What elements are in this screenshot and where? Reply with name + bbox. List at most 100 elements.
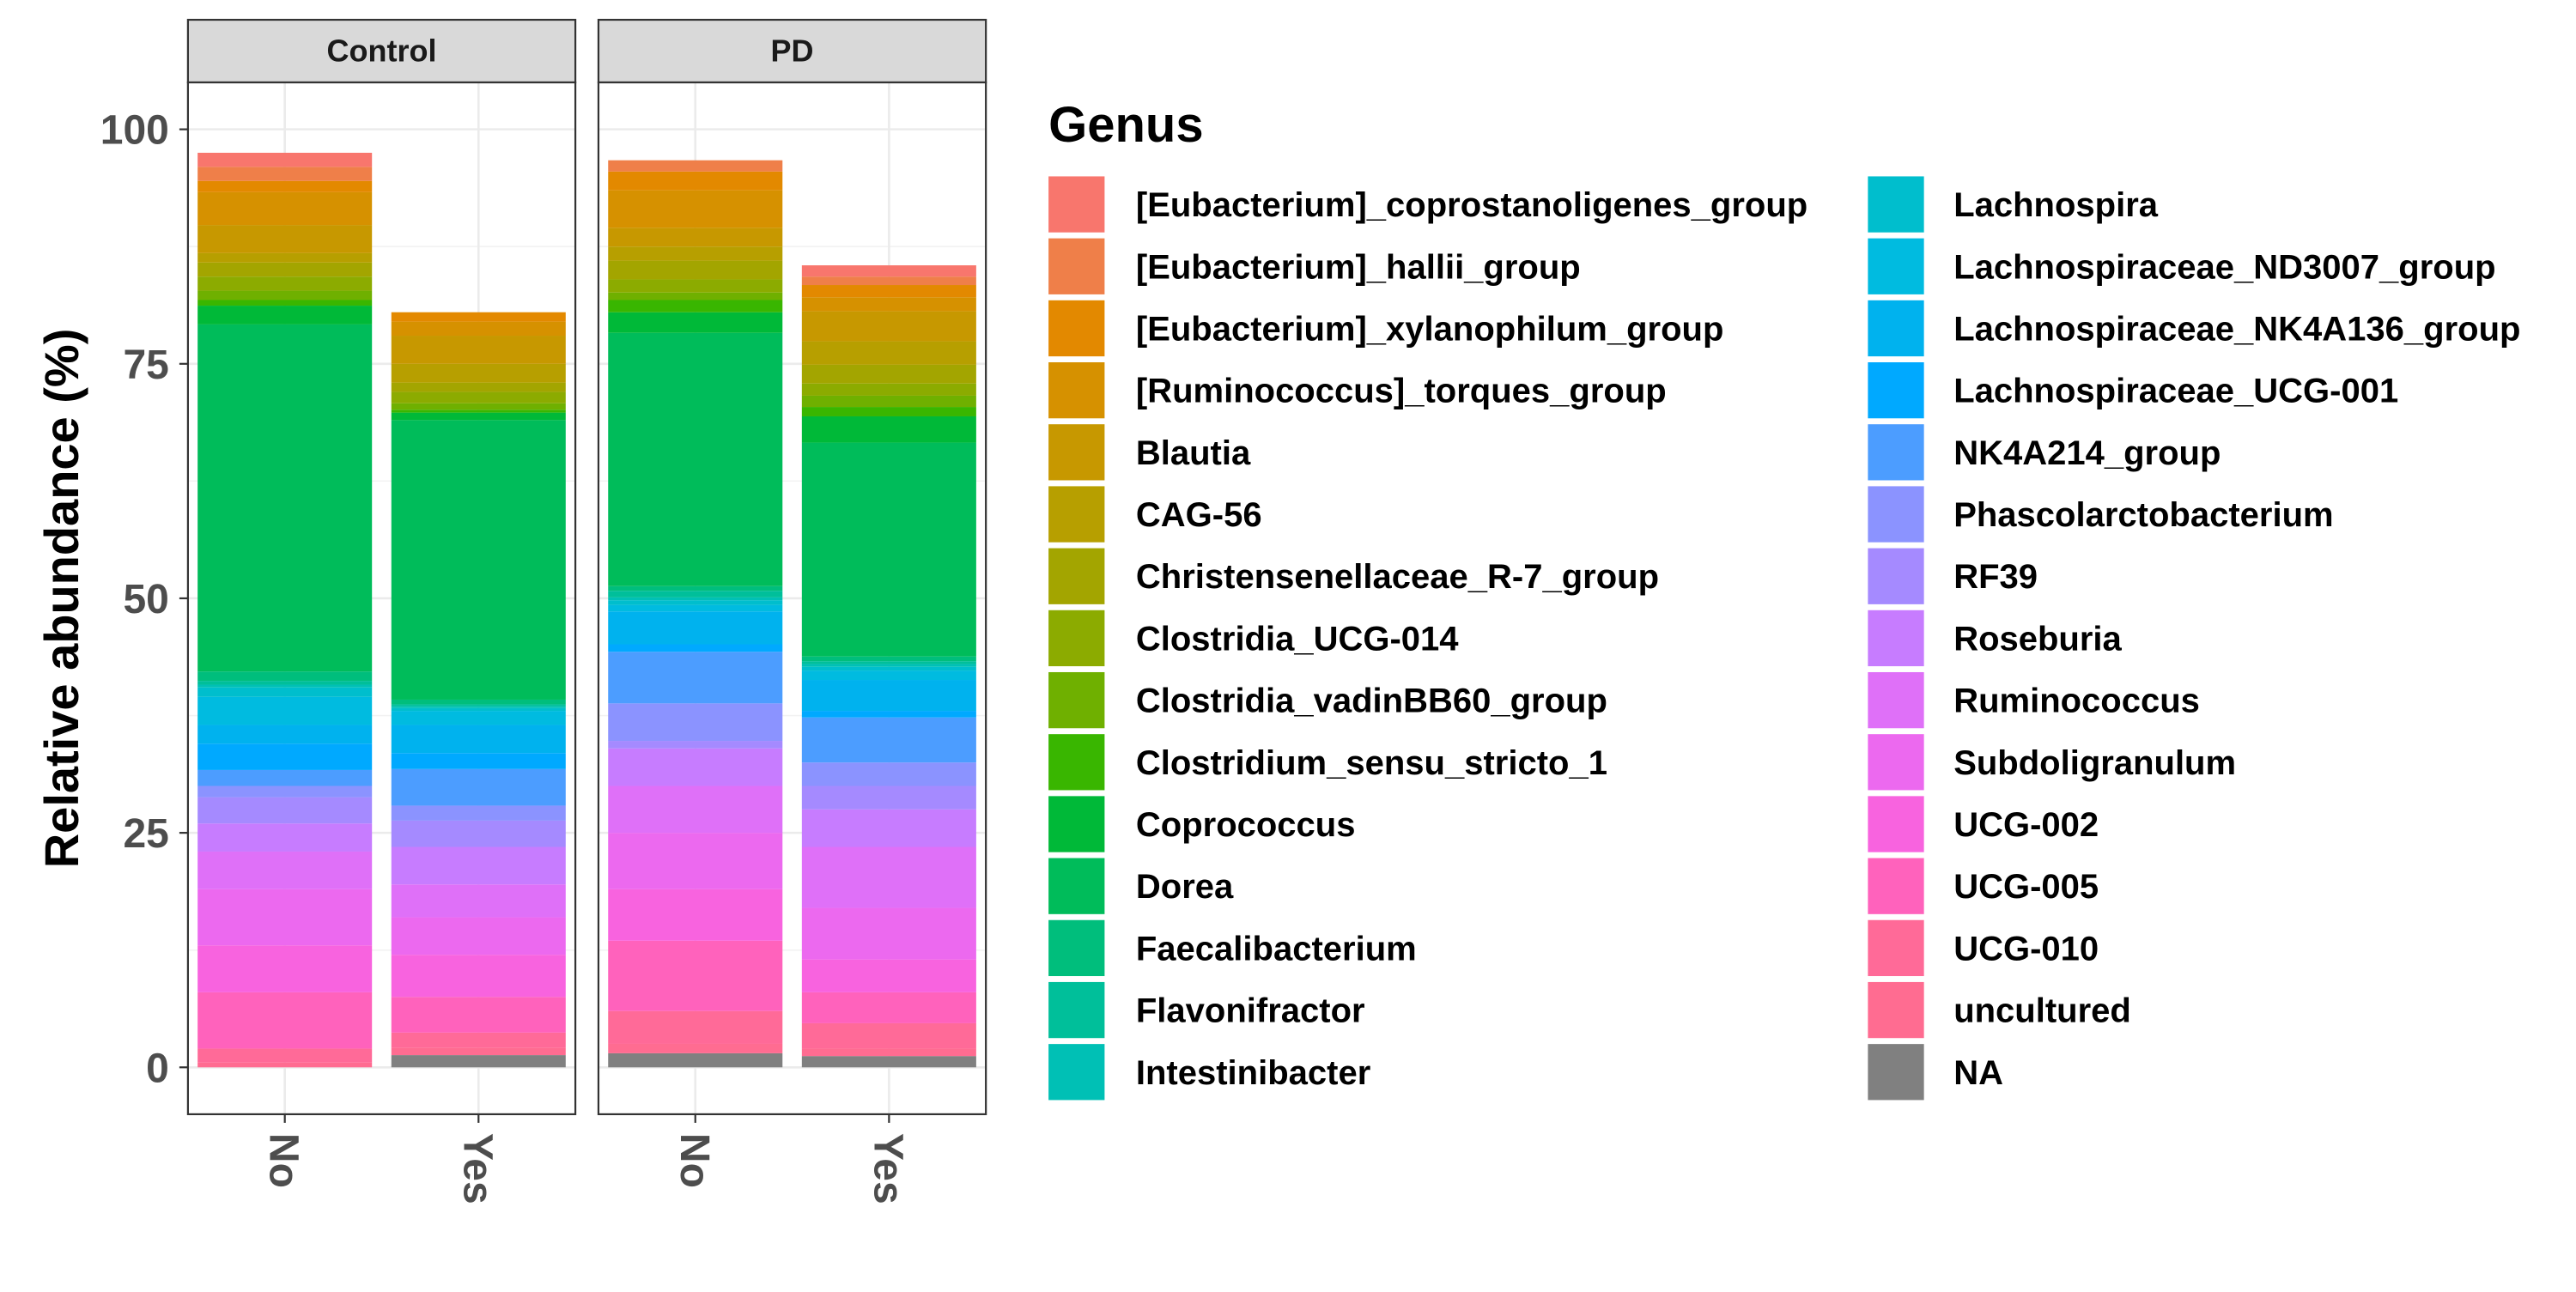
bar-segment — [608, 260, 783, 280]
legend-item: Coprococcus — [1048, 796, 1355, 852]
bar-segment — [197, 167, 373, 181]
panel-border — [597, 81, 987, 1116]
legend-item: [Eubacterium]_hallii_group — [1048, 238, 1581, 294]
facet-strip-label: PD — [771, 33, 814, 69]
legend-item: Blautia — [1048, 424, 1251, 481]
bar-segment — [197, 823, 373, 852]
bar-segment — [801, 1056, 976, 1068]
legend-item: Ruminococcus — [1868, 671, 2200, 729]
x-tick-label: Yes — [454, 1133, 500, 1204]
legend-label: Dorea — [1136, 868, 1234, 906]
legend-key — [1868, 238, 1924, 294]
legend-label: Subdoligranulum — [1953, 744, 2236, 782]
bar-segment — [391, 1047, 566, 1056]
legend-key — [1048, 796, 1105, 852]
bar-segment — [801, 442, 976, 657]
bar-segment — [608, 246, 783, 261]
bar-segment — [608, 292, 783, 300]
bar-segment — [608, 279, 783, 293]
legend-label: CAG-56 — [1136, 496, 1262, 534]
bar-segment — [391, 1032, 566, 1048]
legend-item: [Eubacterium]_xylanophilum_group — [1048, 300, 1723, 357]
legend-label: UCG-005 — [1953, 868, 2099, 906]
bar-segment — [608, 227, 783, 247]
bar-segment — [801, 809, 976, 847]
bar-segment — [391, 725, 566, 754]
bar-segment — [391, 312, 566, 322]
legend-label: [Ruminococcus]_torques_group — [1136, 373, 1667, 410]
bar-segment — [801, 265, 976, 277]
legend-label: Clostridia_UCG-014 — [1136, 620, 1459, 658]
x-tick-label: No — [261, 1133, 307, 1188]
legend-label: [Eubacterium]_hallii_group — [1136, 248, 1581, 286]
bar-segment — [197, 1062, 373, 1068]
bar-segment — [197, 889, 373, 946]
bar-segment — [801, 341, 976, 365]
legend-item: Christensenellaceae_R-7_group — [1048, 548, 1659, 604]
bar-segment — [391, 805, 566, 821]
legend-label: UCG-010 — [1953, 930, 2099, 967]
legend-label: Ruminococcus — [1953, 682, 2200, 720]
bar-segment — [608, 644, 783, 652]
legend-item: Lachnospira — [1868, 176, 2159, 233]
legend-item: Clostridia_vadinBB60_group — [1048, 671, 1607, 729]
legend-item: Clostridia_UCG-014 — [1048, 610, 1459, 667]
legend-key — [1048, 981, 1105, 1039]
bar-segment — [391, 699, 566, 705]
bar-segment — [608, 190, 783, 228]
bar-segment — [391, 382, 566, 392]
bar-segment — [608, 786, 783, 834]
legend-item: CAG-56 — [1048, 486, 1262, 543]
legend-title: Genus — [1048, 97, 1204, 153]
bar-segment — [801, 407, 976, 416]
bar-segment — [391, 884, 566, 918]
bar-segment — [197, 191, 373, 226]
legend-item: UCG-005 — [1868, 858, 2099, 914]
legend-item: Subdoligranulum — [1868, 734, 2236, 791]
bar-segment — [801, 664, 976, 667]
bar-segment — [197, 290, 373, 300]
bar-segment — [608, 741, 783, 749]
bar-segment — [608, 604, 783, 612]
bar-segment — [197, 1048, 373, 1063]
bar-segment — [391, 704, 566, 707]
bar-segment — [608, 833, 783, 889]
legend-key — [1868, 919, 1924, 977]
y-tick-label: 50 — [123, 577, 168, 622]
bar-segment — [197, 851, 373, 889]
legend-key — [1868, 858, 1924, 914]
legend-item: RF39 — [1868, 548, 2038, 604]
legend-item: Lachnospiraceae_ND3007_group — [1868, 238, 2496, 294]
legend-label: NK4A214_group — [1953, 434, 2221, 472]
bar-segment — [391, 321, 566, 337]
legend-label: UCG-002 — [1953, 806, 2099, 844]
bar-segment — [197, 306, 373, 325]
bar-segment — [608, 600, 783, 605]
facet-panel-control: Control No Yes — [186, 18, 577, 1204]
legend-item: uncultured — [1868, 981, 2131, 1039]
y-tick-label: 75 — [123, 343, 168, 388]
bar-control-no — [197, 152, 373, 1068]
legend-item: Flavonifractor — [1048, 981, 1365, 1039]
x-tick-label: Yes — [865, 1133, 910, 1204]
legend-item: Lachnospiraceae_NK4A136_group — [1868, 300, 2520, 357]
facet-strip-label: Control — [326, 33, 436, 69]
bar-segment — [391, 391, 566, 403]
bar-segment — [391, 403, 566, 410]
legend-label: Clostridia_vadinBB60_group — [1136, 682, 1607, 720]
legend-key — [1868, 424, 1924, 481]
legend-key — [1048, 610, 1105, 667]
bar-segment — [608, 160, 783, 172]
bar-segment — [391, 409, 566, 413]
legend-item: Phascolarctobacterium — [1868, 486, 2334, 543]
bar-segment — [197, 152, 373, 167]
bar-segment — [801, 661, 976, 664]
bar-segment — [197, 262, 373, 277]
bar-segment — [608, 332, 783, 586]
y-axis-title: Relative abundance (%) — [34, 329, 88, 869]
legend-label: Faecalibacterium — [1136, 930, 1417, 967]
bar-segment — [608, 1052, 783, 1068]
legend-key — [1868, 486, 1924, 543]
facet-panels: Control No Yes PD No Yes — [186, 18, 987, 1204]
legend-label: Roseburia — [1953, 620, 2122, 658]
